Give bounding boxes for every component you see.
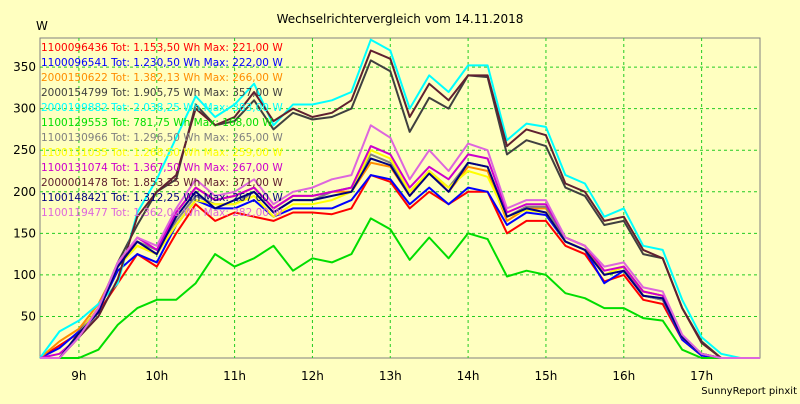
series-line-11 bbox=[40, 157, 760, 359]
legend-entry-6: 1100129553 Tot: 781,75 Wh Max: 168,00 W bbox=[41, 117, 273, 129]
grid-lines bbox=[40, 38, 760, 358]
plot-area bbox=[39, 37, 761, 359]
series-line-5 bbox=[39, 38, 760, 359]
x-tick-label: 10h bbox=[145, 369, 168, 383]
legend-entry-5: 2000199882 Tot: 2.038,25 Wh Max: 383,00 … bbox=[41, 102, 283, 114]
legend-entry-9: 1100131074 Tot: 1.367,50 Wh Max: 267,00 … bbox=[41, 162, 283, 174]
x-tick-label: 13h bbox=[379, 369, 402, 383]
x-tick-label: 12h bbox=[301, 369, 324, 383]
x-tick-label: 14h bbox=[457, 369, 480, 383]
footer-credit: SunnyReport pinxit bbox=[701, 386, 797, 397]
legend-entry-2: 1100096541 Tot: 1.230,50 Wh Max: 222,00 … bbox=[41, 57, 283, 69]
y-tick-label: 200 bbox=[13, 185, 36, 199]
x-tick-label: 11h bbox=[223, 369, 246, 383]
y-axis: 50 100 150 200 250 300 350 bbox=[13, 60, 36, 323]
series-line-9 bbox=[39, 145, 760, 359]
y-tick-label: 350 bbox=[13, 60, 36, 74]
legend-entry-1: 1100096436 Tot: 1.153,50 Wh Max: 221,00 … bbox=[41, 42, 283, 54]
legend-entry-4: 2000154799 Tot: 1.905,75 Wh Max: 357,00 … bbox=[41, 87, 283, 99]
y-axis-label: W bbox=[36, 19, 48, 33]
legend-entry-10: 2000001478 Tot: 1.853,25 Wh Max: 371,00 … bbox=[41, 177, 283, 189]
series-line-12 bbox=[40, 124, 760, 359]
legend-entry-3: 2000150622 Tot: 1.382,13 Wh Max: 266,00 … bbox=[41, 72, 283, 84]
x-tick-label: 17h bbox=[690, 369, 713, 383]
series-line-10 bbox=[40, 49, 760, 359]
y-tick-label: 150 bbox=[13, 226, 36, 240]
chart-title: Wechselrichtervergleich vom 14.11.2018 bbox=[277, 12, 524, 26]
x-axis: 9h 10h 11h 12h 13h 14h 15h 16h 17h bbox=[71, 369, 713, 383]
legend-entry-11: 1100148421 Tot: 1.312,25 Wh Max: 267,00 … bbox=[41, 192, 283, 204]
x-tick-label: 9h bbox=[71, 369, 86, 383]
legend-entry-8: 1100131035 Tot: 1.268,50 Wh Max: 259,00 … bbox=[41, 147, 283, 159]
y-tick-label: 100 bbox=[13, 268, 36, 282]
x-tick-label: 16h bbox=[612, 369, 635, 383]
legend: 1100096436 Tot: 1.153,50 Wh Max: 221,00 … bbox=[41, 42, 283, 219]
y-tick-label: 50 bbox=[21, 309, 36, 323]
legend-entry-12: 1100119477 Tot: 1.362,00 Wh Max: 282,00 … bbox=[41, 207, 283, 219]
series-layer bbox=[39, 38, 760, 359]
y-tick-label: 300 bbox=[13, 102, 36, 116]
x-tick-label: 15h bbox=[535, 369, 558, 383]
legend-entry-7: 1100130966 Tot: 1.296,50 Wh Max: 265,00 … bbox=[41, 132, 283, 144]
y-tick-label: 250 bbox=[13, 143, 36, 157]
series-line-6 bbox=[40, 217, 760, 359]
series-line-1 bbox=[39, 174, 760, 359]
